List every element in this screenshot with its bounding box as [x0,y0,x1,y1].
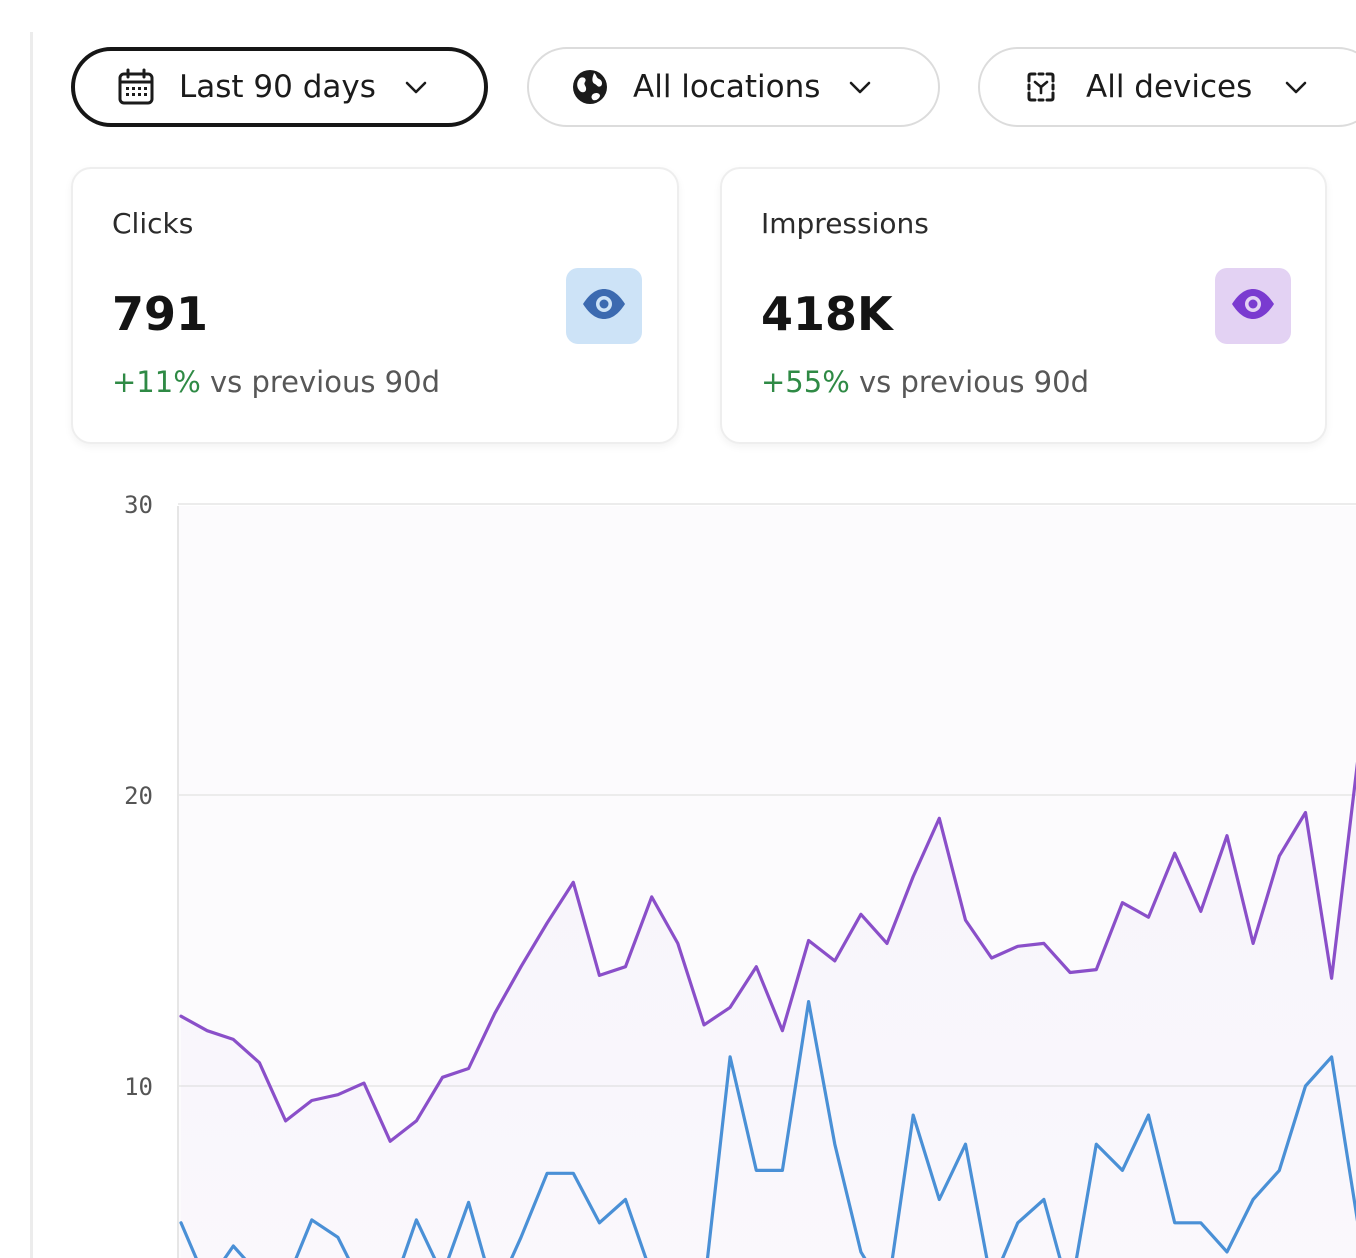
impressions-value: 418K [761,287,893,341]
location-label: All locations [633,69,821,105]
y-tick-label: 20 [124,782,153,810]
impressions-title: Impressions [761,207,929,240]
impressions-area [181,775,1356,1258]
device-filter[interactable]: All devices [978,47,1356,127]
clicks-card[interactable]: Clicks 791 +11% vs previous 90d [71,167,679,444]
performance-chart: 30 20 10 [0,470,1356,1258]
eye-icon [580,280,628,332]
location-filter[interactable]: All locations [527,47,940,127]
impressions-visibility-toggle[interactable] [1215,268,1291,344]
date-range-label: Last 90 days [179,69,376,105]
impressions-card[interactable]: Impressions 418K +55% vs previous 90d [720,167,1327,444]
chevron-down-icon [402,73,430,101]
clicks-change-percent: +11% [112,365,201,399]
clicks-value: 791 [112,287,209,341]
globe-icon [569,66,611,108]
impressions-series-line [179,761,1356,1143]
impressions-change-comparison: vs previous 90d [858,365,1089,399]
impressions-change-percent: +55% [761,365,850,399]
clicks-title: Clicks [112,207,194,240]
clicks-series-line [179,999,1356,1258]
clicks-visibility-toggle[interactable] [566,268,642,344]
chevron-down-icon [1282,73,1310,101]
eye-icon [1229,280,1277,332]
line-chart: 30 20 10 [124,491,1356,1258]
calendar-icon [115,66,157,108]
y-tick-label: 10 [124,1073,153,1101]
sidebar-divider [30,32,33,1258]
clicks-change-comparison: vs previous 90d [209,365,440,399]
devices-icon [1020,66,1062,108]
clicks-change: +11% vs previous 90d [112,365,440,399]
impressions-change: +55% vs previous 90d [761,365,1089,399]
y-tick-label: 30 [124,491,153,519]
chevron-down-icon [846,73,874,101]
date-range-filter[interactable]: Last 90 days [71,47,488,127]
device-label: All devices [1086,69,1253,105]
